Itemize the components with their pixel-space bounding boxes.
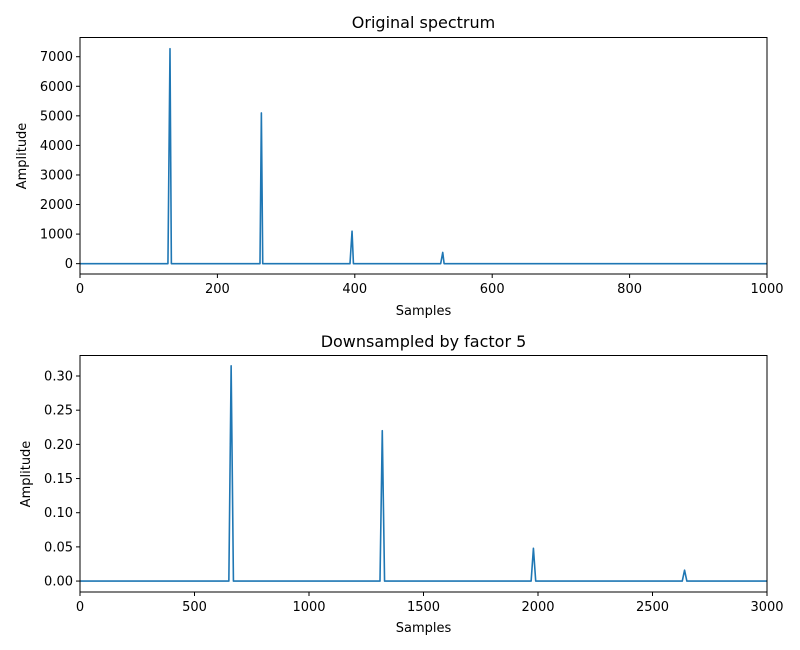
y-axis: 0.00 0.05 0.10 0.15 0.20 0.25 0.30 [44, 370, 80, 590]
y-tick-label: 3000 [40, 168, 73, 183]
chart-title: Original spectrum [352, 13, 495, 32]
y-tick-label: 0.00 [44, 575, 73, 590]
y-tick-label: 0.10 [44, 506, 73, 521]
x-tick-label: 0 [76, 282, 84, 297]
subplot-original-spectrum: Original spectrum 0 200 400 600 800 1000 0 100… [15, 13, 784, 319]
y-tick-label: 0.30 [44, 370, 73, 385]
y-tick-label: 0.15 [44, 472, 73, 487]
x-axis-label: Samples [396, 621, 452, 636]
y-tick-label: 4000 [40, 139, 73, 154]
x-tick-label: 600 [480, 282, 505, 297]
series-line [80, 364, 767, 582]
x-axis-label: Samples [396, 304, 452, 319]
y-tick-label: 5000 [40, 109, 73, 124]
x-tick-label: 400 [342, 282, 367, 297]
x-tick-label: 0 [76, 600, 84, 615]
x-tick-label: 500 [182, 600, 207, 615]
y-tick-label: 0.05 [44, 540, 73, 555]
x-tick-label: 800 [617, 282, 642, 297]
x-tick-label: 2000 [521, 600, 554, 615]
x-tick-label: 1500 [407, 600, 440, 615]
x-tick-label: 3000 [750, 600, 783, 615]
x-tick-label: 1000 [750, 282, 783, 297]
y-tick-label: 0.20 [44, 438, 73, 453]
y-tick-label: 1000 [40, 228, 73, 243]
y-tick-label: 2000 [40, 198, 73, 213]
axes-frame [79, 37, 768, 275]
x-tick-label: 200 [205, 282, 230, 297]
y-axis-label: Amplitude [15, 123, 30, 190]
series-line [80, 47, 767, 265]
y-tick-label: 7000 [40, 50, 73, 65]
y-axis: 0 1000 2000 3000 4000 5000 6000 7000 [40, 50, 80, 272]
x-axis: 0 500 1000 1500 2000 2500 3000 [76, 592, 784, 615]
y-axis-label: Amplitude [19, 441, 34, 508]
axes-frame [79, 355, 768, 593]
chart-title: Downsampled by factor 5 [321, 332, 527, 351]
subplot-downsampled: Downsampled by factor 5 0 500 1000 1500 2000… [19, 332, 784, 636]
x-tick-label: 2500 [636, 600, 669, 615]
y-tick-label: 6000 [40, 80, 73, 95]
y-tick-label: 0.25 [44, 404, 73, 419]
y-tick-label: 0 [65, 257, 73, 272]
x-axis: 0 200 400 600 800 1000 [76, 274, 784, 297]
x-tick-label: 1000 [292, 600, 325, 615]
